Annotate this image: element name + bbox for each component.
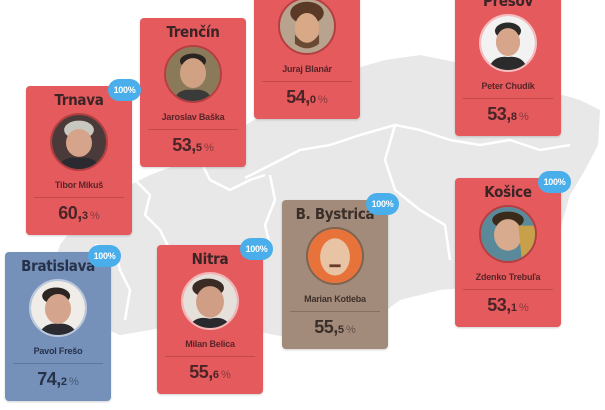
border-bb-kosice [383,124,452,261]
divider [262,81,352,82]
border-trencin-zilina [198,159,266,192]
divider [463,98,553,99]
candidate-name: Juraj Blanár [282,64,332,74]
candidate-photo-icon [164,45,222,103]
vote-percentage: 74,2% [37,369,79,389]
candidate-name: Pavol Frešo [33,346,83,356]
border-central [244,123,571,180]
region-title: B. Bystrica [295,205,375,223]
candidate-name: Zdenko Trebuľa [475,272,541,282]
region-title: Bratislava [21,257,95,275]
region-title: Trnava [54,91,104,109]
divider [34,197,124,198]
region-card-trencin[interactable]: Trenčín Jaroslav Baška 53,5% [140,18,246,167]
candidate-photo-icon [181,272,239,330]
candidate-photo-icon [479,205,537,263]
candidate-photo-icon [306,227,364,285]
divider [13,363,103,364]
region-card-presov[interactable]: Prešov Peter Chudík 53,8% [455,0,561,136]
region-card-bratislava[interactable]: Bratislava Pavol Frešo 74,2% [5,252,111,401]
counted-badge-bratislava: 100% [88,245,121,267]
candidate-name: Jaroslav Baška [161,112,225,122]
divider [463,289,553,290]
vote-percentage: 53,8% [487,104,529,124]
divider [148,129,238,130]
candidate-photo-icon [479,14,537,72]
region-card-trnava[interactable]: Trnava Tibor Mikuš 60,3% [26,86,132,235]
counted-badge-kosice: 100% [538,171,571,193]
candidate-photo-icon [50,113,108,171]
region-title: Košice [484,183,532,201]
region-title: Trenčín [166,23,220,41]
candidate-photo-icon [278,0,336,55]
counted-badge-trnava: 100% [108,79,141,101]
border-nitra-bb [263,174,277,246]
region-card-nitra[interactable]: Nitra Milan Belica 55,6% [157,245,263,394]
counted-badge-nitra: 100% [240,238,273,260]
region-title: Nitra [191,250,229,268]
candidate-name: Tibor Mikuš [54,180,104,190]
candidate-name: Marian Kotleba [304,294,366,304]
divider [165,356,255,357]
candidate-name: Peter Chudík [481,81,535,91]
vote-percentage: 55,6% [189,362,231,382]
vote-percentage: 60,3% [58,203,100,223]
divider [290,311,380,312]
candidate-photo-icon [29,279,87,337]
vote-percentage: 55,5% [314,317,356,337]
candidate-name: Milan Belica [185,339,235,349]
region-card-kosice[interactable]: Košice Zdenko Trebuľa 53,1% [455,178,561,327]
counted-badge-banska-bystrica: 100% [366,193,399,215]
vote-percentage: 54,0% [286,87,328,107]
region-card-zilina[interactable]: Juraj Blanár 54,0% [254,0,360,119]
region-title: Prešov [482,0,533,10]
region-card-banska-bystrica[interactable]: B. Bystrica Marian Kotleba 55,5% [282,200,388,349]
vote-percentage: 53,5% [172,135,214,155]
vote-percentage: 53,1% [487,295,529,315]
